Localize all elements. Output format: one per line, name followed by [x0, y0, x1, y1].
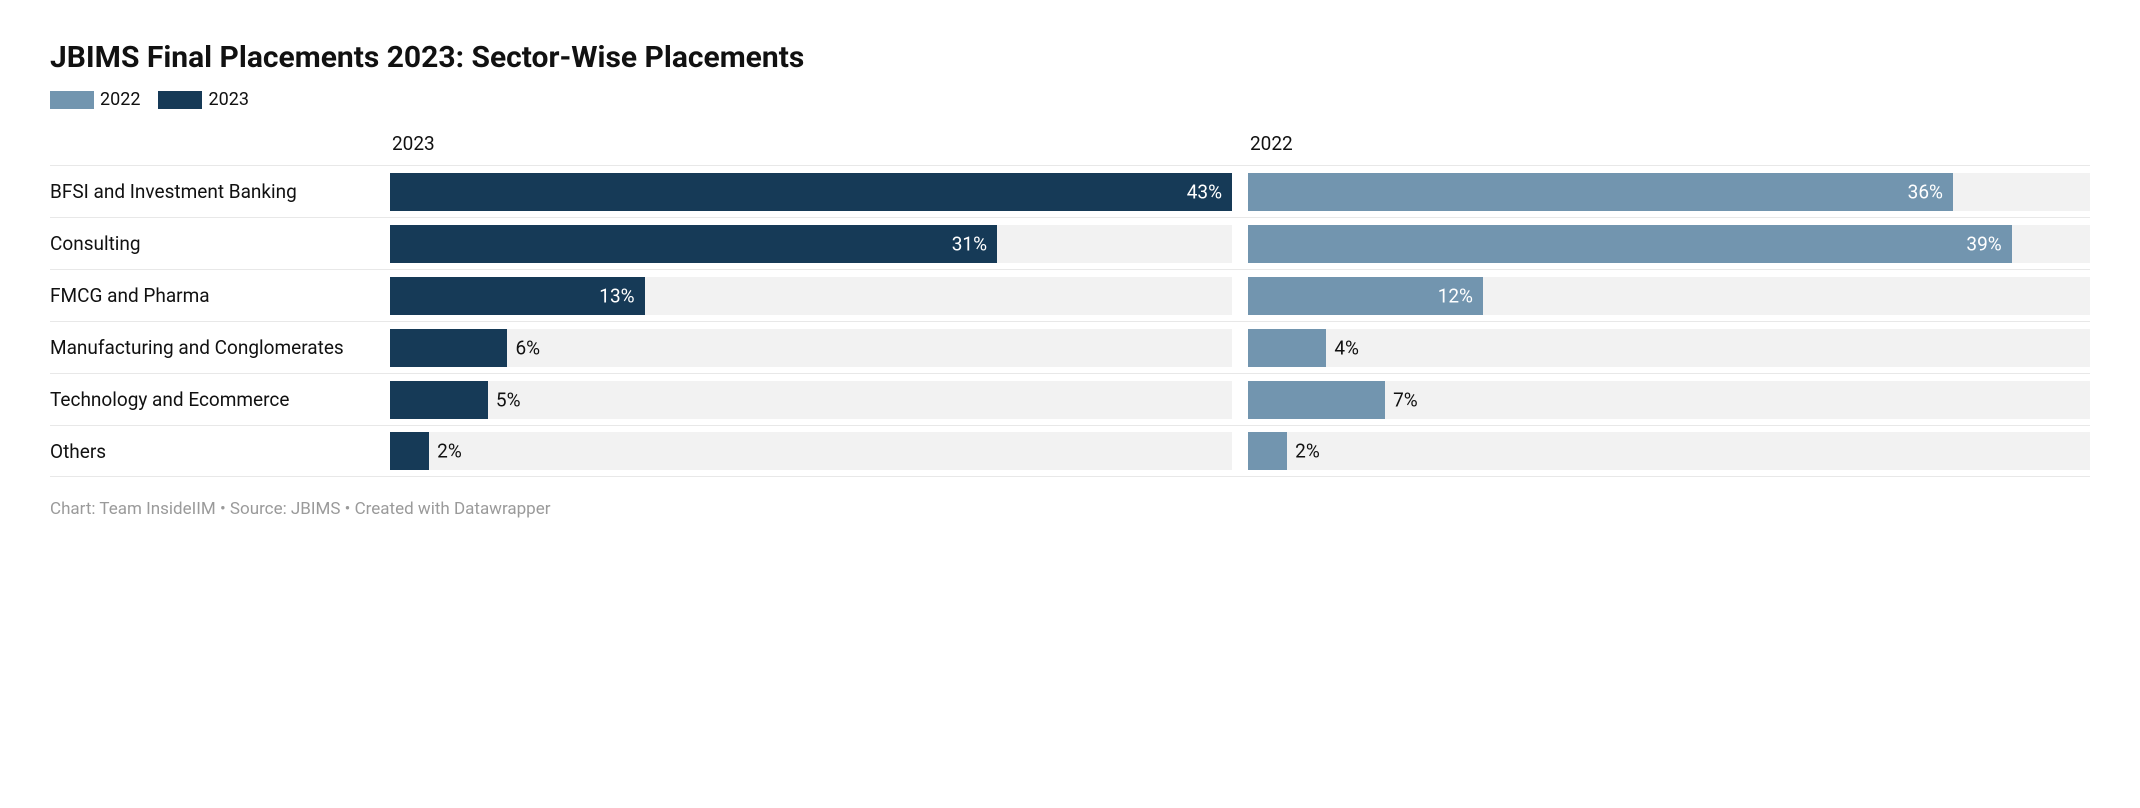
bar-value-label: 2% — [437, 440, 462, 463]
bar-track: 13% — [390, 277, 1232, 315]
bar-value-label: 4% — [1334, 336, 1359, 359]
chart-row: Others 2% 2% — [50, 425, 2090, 477]
bar-value-label: 43% — [1187, 180, 1222, 203]
chart-row: BFSI and Investment Banking 43% 36% — [50, 165, 2090, 217]
legend: 2022 2023 — [50, 89, 2090, 110]
bar — [1248, 432, 1287, 470]
bar-value-label: 13% — [599, 284, 634, 307]
chart-row: Manufacturing and Conglomerates 6% 4% — [50, 321, 2090, 373]
bar: 39% — [1248, 225, 2012, 263]
bar-value-label: 5% — [496, 388, 521, 411]
bar-track: 36% — [1248, 173, 2090, 211]
legend-label: 2023 — [208, 89, 248, 110]
bar-track: 2% — [390, 432, 1232, 470]
bar-track: 43% — [390, 173, 1232, 211]
bar — [1248, 381, 1385, 419]
category-label: BFSI and Investment Banking — [50, 180, 390, 203]
bar — [1248, 329, 1326, 367]
bar: 43% — [390, 173, 1232, 211]
bar-value-label: 39% — [1966, 232, 2001, 255]
bar-value-label: 7% — [1393, 388, 1418, 411]
bar-value-label: 31% — [952, 232, 987, 255]
bar: 31% — [390, 225, 997, 263]
legend-swatch — [158, 91, 202, 109]
bar: 13% — [390, 277, 645, 315]
bar-track: 2% — [1248, 432, 2090, 470]
category-label: FMCG and Pharma — [50, 284, 390, 307]
bar-track: 5% — [390, 381, 1232, 419]
bar: 12% — [1248, 277, 1483, 315]
legend-swatch — [50, 91, 94, 109]
legend-item: 2022 — [50, 89, 140, 110]
bar — [390, 381, 488, 419]
category-label: Consulting — [50, 232, 390, 255]
bar-value-label: 12% — [1438, 284, 1473, 307]
chart-row: Technology and Ecommerce 5% 7% — [50, 373, 2090, 425]
bar-track: 31% — [390, 225, 1232, 263]
category-label: Manufacturing and Conglomerates — [50, 336, 390, 359]
bar-value-label: 36% — [1908, 180, 1943, 203]
bar — [390, 432, 429, 470]
category-label: Technology and Ecommerce — [50, 388, 390, 411]
bar-value-label: 2% — [1295, 440, 1320, 463]
bar-track: 6% — [390, 329, 1232, 367]
chart-title: JBIMS Final Placements 2023: Sector-Wise… — [50, 40, 2090, 75]
bar-track: 39% — [1248, 225, 2090, 263]
category-label: Others — [50, 440, 390, 463]
chart-row: Consulting 31% 39% — [50, 217, 2090, 269]
column-header: 2022 — [1248, 132, 2090, 159]
legend-label: 2022 — [100, 89, 140, 110]
chart-row: FMCG and Pharma 13% 12% — [50, 269, 2090, 321]
bar — [390, 329, 507, 367]
column-header: 2023 — [390, 132, 1232, 159]
bar-track: 4% — [1248, 329, 2090, 367]
chart-footer: Chart: Team InsideIIM • Source: JBIMS • … — [50, 499, 2090, 519]
legend-item: 2023 — [158, 89, 248, 110]
chart-area: 2023 2022 BFSI and Investment Banking 43% 3… — [50, 132, 2090, 477]
bar-track: 7% — [1248, 381, 2090, 419]
column-headers: 2023 2022 — [50, 132, 2090, 159]
bar: 36% — [1248, 173, 1953, 211]
bar-track: 12% — [1248, 277, 2090, 315]
bar-value-label: 6% — [515, 336, 540, 359]
